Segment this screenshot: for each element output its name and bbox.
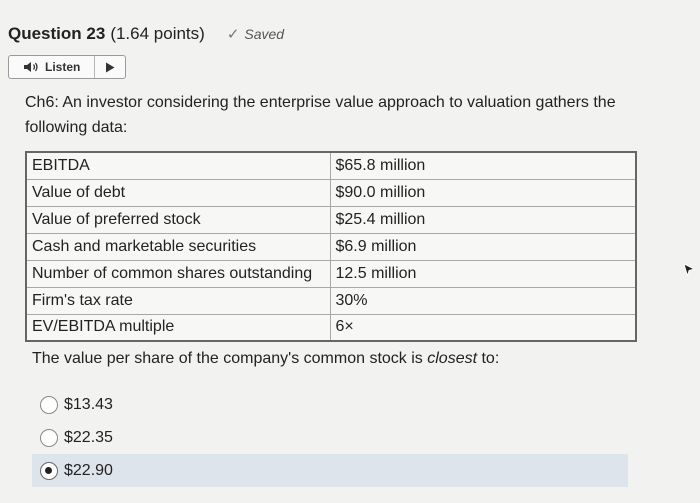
table-row-value: 6× bbox=[329, 313, 637, 342]
answer-option-label: $13.43 bbox=[64, 395, 113, 413]
question-text: The value per share of the company's com… bbox=[32, 350, 499, 368]
table-row: Value of preferred stock $25.4 million bbox=[25, 205, 637, 234]
radio-button[interactable] bbox=[40, 428, 58, 447]
table-row-value: $90.0 million bbox=[329, 178, 637, 207]
saved-label: Saved bbox=[244, 26, 285, 42]
table-row: Value of debt $90.0 million bbox=[25, 178, 637, 207]
radio-button[interactable] bbox=[40, 461, 58, 480]
table-row-label: EBITDA bbox=[25, 151, 331, 180]
table-row-value: 30% bbox=[329, 286, 637, 315]
answer-option[interactable]: $22.35 bbox=[32, 421, 628, 454]
answer-option[interactable]: $22.90 bbox=[32, 454, 628, 487]
table-row: Number of common shares outstanding 12.5 … bbox=[25, 259, 637, 288]
table-row-value: $65.8 million bbox=[329, 151, 637, 180]
table-row: Cash and marketable securities $6.9 milli… bbox=[25, 232, 637, 261]
table-row-value: 12.5 million bbox=[329, 259, 637, 288]
play-button[interactable] bbox=[95, 56, 125, 78]
check-icon: ✓ bbox=[226, 26, 240, 43]
question-emphasis: closest bbox=[427, 350, 478, 367]
listen-label: Listen bbox=[45, 60, 81, 74]
table-row-value: $6.9 million bbox=[329, 232, 637, 261]
question-points: (1.64 points) bbox=[110, 24, 205, 43]
table-row-label: Firm's tax rate bbox=[25, 286, 331, 315]
table-row-value: $25.4 million bbox=[329, 205, 637, 234]
table-row: EV/EBITDA multiple 6× bbox=[25, 313, 637, 342]
data-table: EBITDA $65.8 million Value of debt $90.0 mi… bbox=[25, 151, 637, 342]
table-row-label: EV/EBITDA multiple bbox=[25, 313, 331, 342]
saved-status: ✓ Saved bbox=[227, 25, 284, 43]
table-row: Firm's tax rate 30% bbox=[25, 286, 637, 315]
table-row-label: Value of preferred stock bbox=[25, 205, 331, 234]
table-row-label: Number of common shares outstanding bbox=[25, 259, 331, 288]
question-text-before: The value per share of the company's com… bbox=[32, 350, 428, 367]
radio-button[interactable] bbox=[40, 395, 58, 414]
listen-button[interactable]: Listen bbox=[9, 56, 95, 78]
question-prompt: Ch6: An investor considering the enterpr… bbox=[25, 94, 616, 136]
table-row: EBITDA $65.8 million bbox=[25, 151, 637, 180]
question-title: Question 23 bbox=[8, 24, 106, 43]
speaker-icon bbox=[24, 62, 38, 72]
answer-option-label: $22.90 bbox=[64, 461, 113, 479]
table-row-label: Value of debt bbox=[25, 178, 331, 207]
listen-widget: Listen bbox=[8, 55, 126, 79]
question-text-after: to: bbox=[477, 350, 500, 367]
play-icon bbox=[106, 62, 115, 72]
mouse-cursor-icon bbox=[683, 263, 695, 277]
answer-option-label: $22.35 bbox=[64, 428, 113, 446]
table-row-label: Cash and marketable securities bbox=[25, 232, 331, 261]
answer-option[interactable]: $13.43 bbox=[32, 388, 628, 421]
question-header: Question 23 (1.64 points) ✓ Saved bbox=[8, 24, 284, 44]
